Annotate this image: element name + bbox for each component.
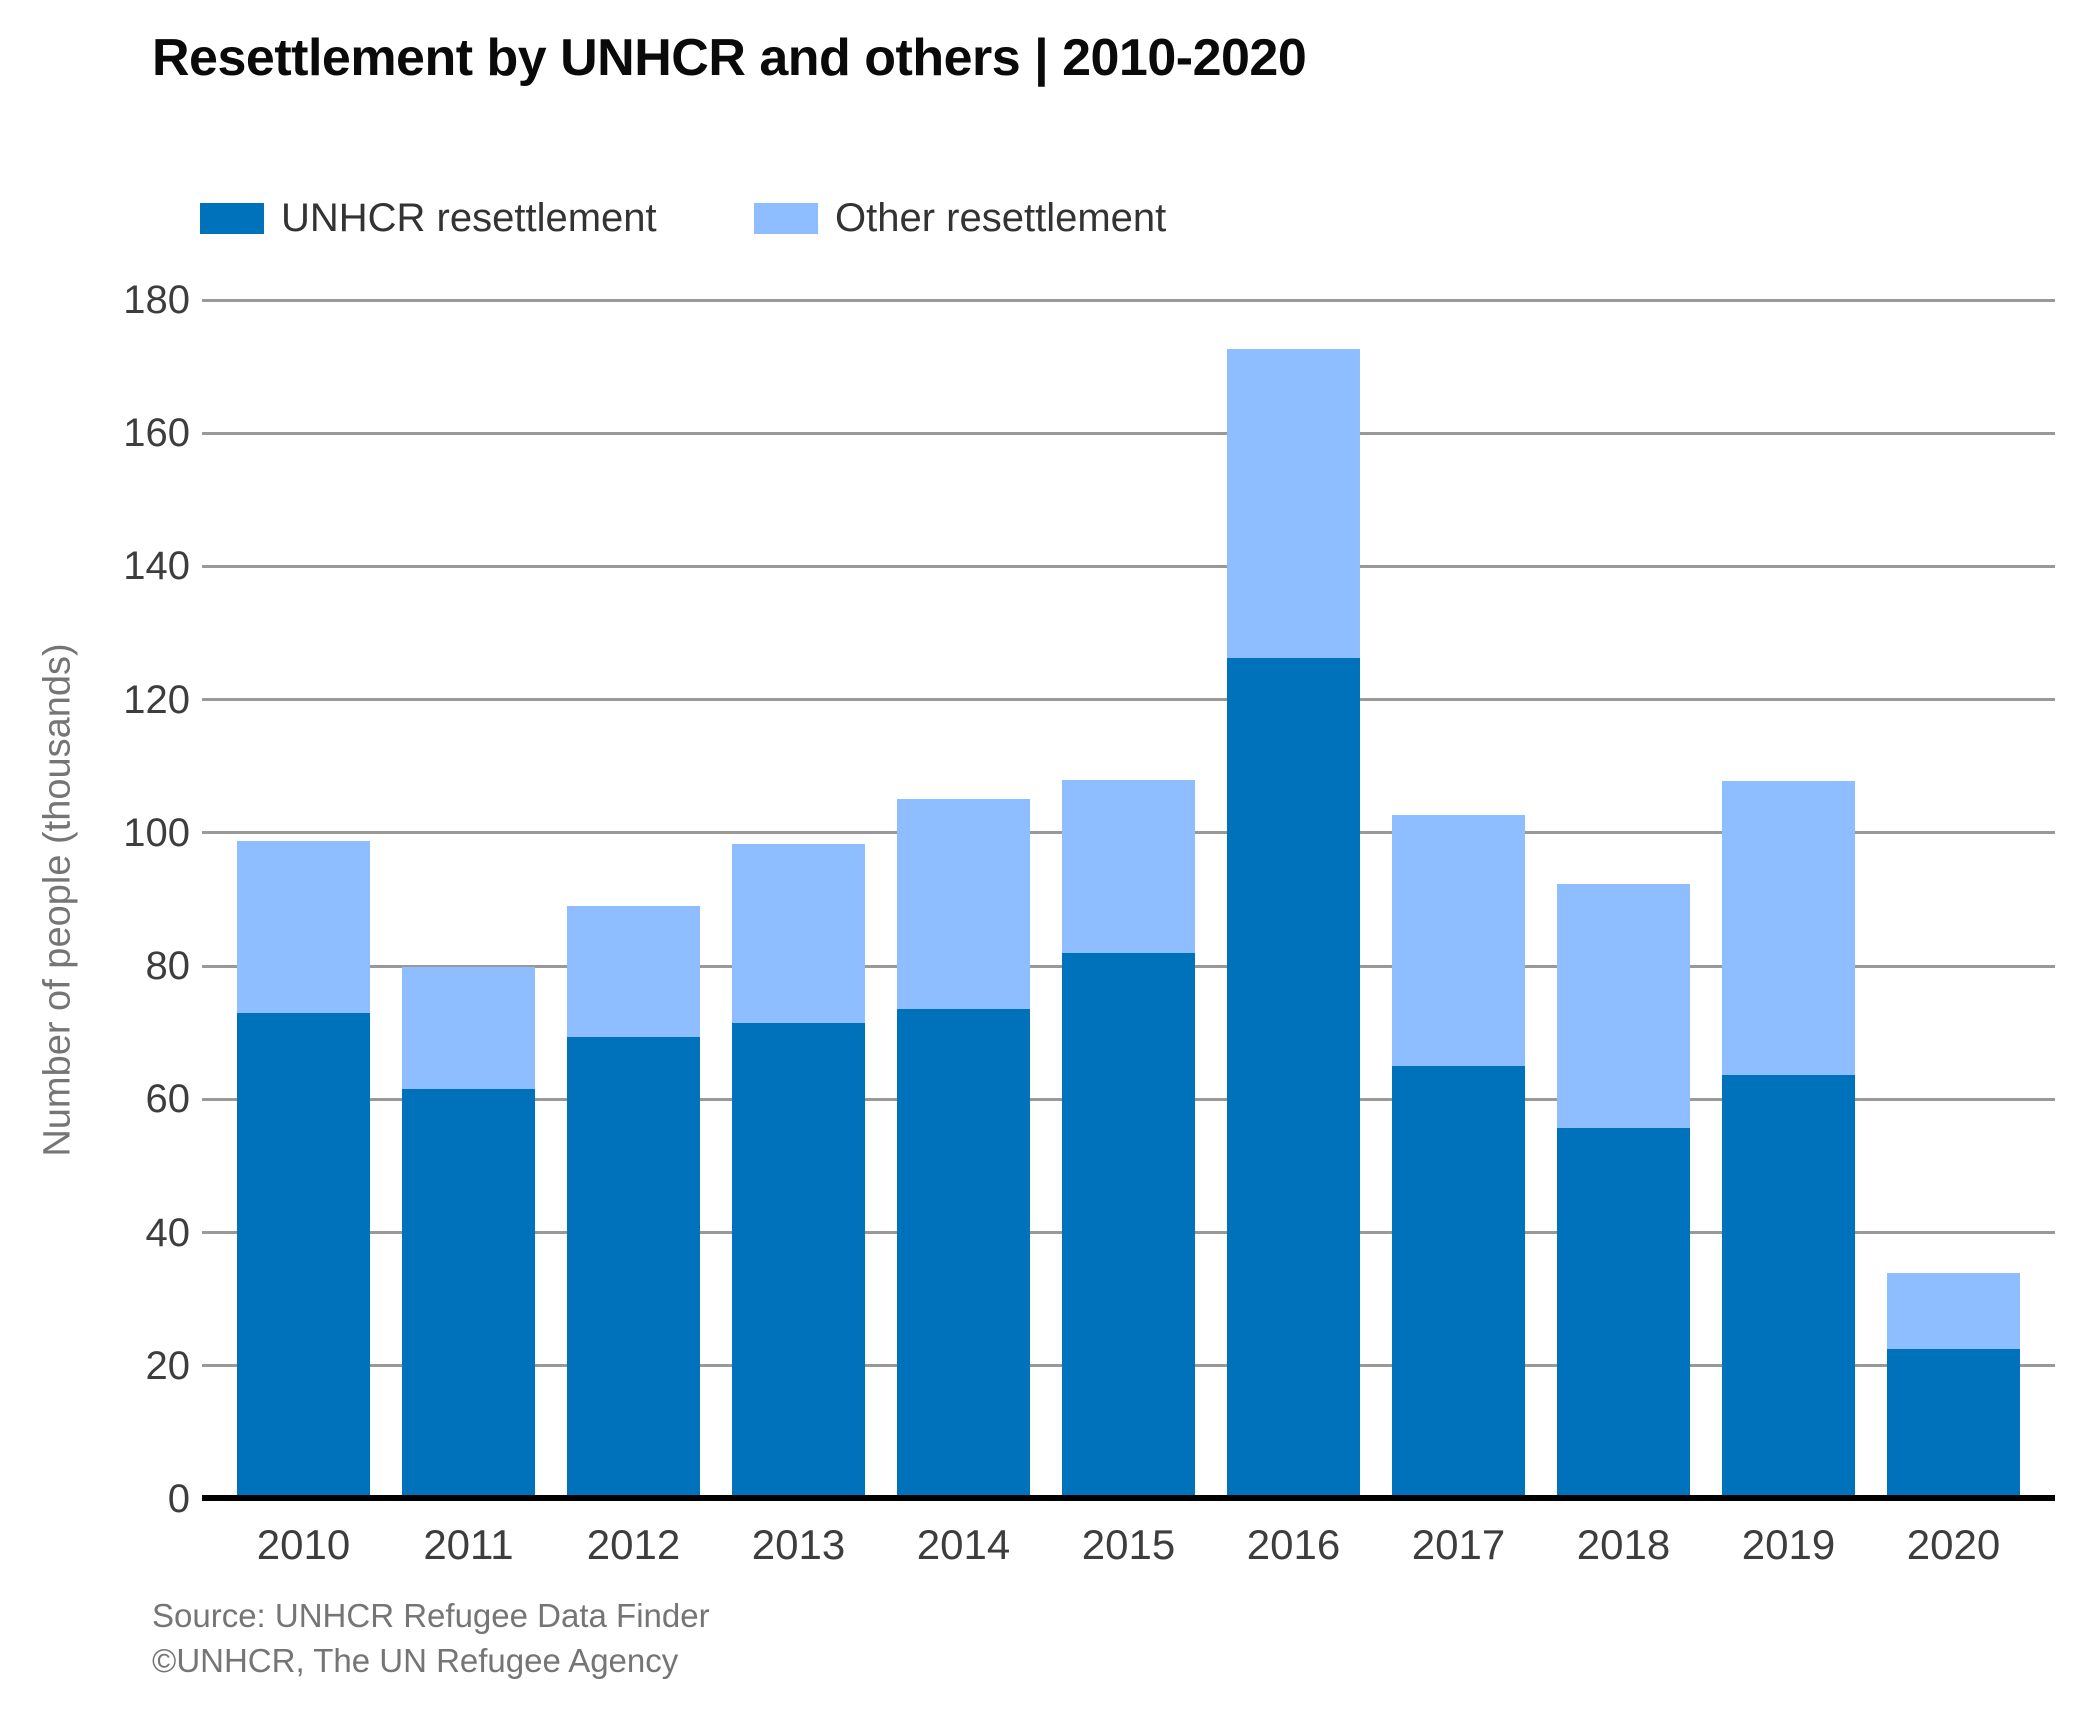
legend-swatch-unhcr-icon xyxy=(200,202,264,234)
bar-2011 xyxy=(402,967,535,1499)
bar-2014 xyxy=(897,798,1030,1499)
bar-2018 xyxy=(1557,883,1690,1499)
y-tick-label-20: 20 xyxy=(145,1343,191,1388)
bar-2017-unhcr-segment xyxy=(1392,1066,1525,1499)
bar-2013 xyxy=(732,843,865,1499)
bar-2017-other-segment xyxy=(1392,814,1525,1067)
x-tick-label-2018: 2018 xyxy=(1576,1521,1671,1568)
bar-2010 xyxy=(237,840,370,1499)
bar-2016 xyxy=(1227,348,1360,1499)
bar-2019-unhcr-segment xyxy=(1722,1074,1855,1499)
bar-2019 xyxy=(1722,780,1855,1499)
legend-label-unhcr: UNHCR resettlement xyxy=(281,195,657,240)
x-tick-label-2017: 2017 xyxy=(1411,1521,1506,1568)
x-tick-label-2011: 2011 xyxy=(423,1521,514,1568)
bar-2017 xyxy=(1392,814,1525,1499)
bar-2015 xyxy=(1062,779,1195,1499)
x-axis-line xyxy=(202,1495,2055,1501)
x-tick-label-2019: 2019 xyxy=(1741,1521,1836,1568)
bar-2015-other-segment xyxy=(1062,779,1195,954)
bar-2013-other-segment xyxy=(732,843,865,1023)
bar-2018-other-segment xyxy=(1557,883,1690,1128)
bar-2018-unhcr-segment xyxy=(1557,1127,1690,1499)
legend-swatch-other-icon xyxy=(754,202,818,234)
x-tick-label-2012: 2012 xyxy=(586,1521,681,1568)
legend-label-other: Other resettlement xyxy=(835,195,1167,240)
gridline-160 xyxy=(202,431,2055,435)
chart-title: Resettlement by UNHCR and others | 2010-… xyxy=(152,29,1307,87)
x-tick-label-2015: 2015 xyxy=(1081,1521,1176,1568)
y-tick-label-120: 120 xyxy=(123,677,190,722)
x-tick-label-2016: 2016 xyxy=(1246,1521,1341,1568)
x-tick-label-2014: 2014 xyxy=(916,1521,1011,1568)
gridline-140 xyxy=(202,564,2055,568)
y-tick-label-100: 100 xyxy=(123,810,190,855)
bar-2020-unhcr-segment xyxy=(1887,1349,2020,1499)
y-tick-label-80: 80 xyxy=(145,944,191,989)
bar-2012 xyxy=(567,906,700,1499)
source-line-2: ©UNHCR, The UN Refugee Agency xyxy=(152,1642,679,1679)
bar-2014-other-segment xyxy=(897,798,1030,1009)
bar-2015-unhcr-segment xyxy=(1062,953,1195,1499)
gridline-120 xyxy=(202,698,2055,702)
bar-2013-unhcr-segment xyxy=(732,1022,865,1499)
x-tick-label-2013: 2013 xyxy=(751,1521,846,1568)
legend-item-unhcr: UNHCR resettlement xyxy=(200,195,657,240)
bar-2010-unhcr-segment xyxy=(237,1012,370,1499)
y-tick-label-140: 140 xyxy=(123,544,190,589)
bar-2011-other-segment xyxy=(402,967,535,1089)
y-tick-label-60: 60 xyxy=(145,1077,191,1122)
legend-item-other: Other resettlement xyxy=(754,195,1167,240)
bar-2020 xyxy=(1887,1273,2020,1499)
source-line-1: Source: UNHCR Refugee Data Finder xyxy=(152,1597,710,1634)
source-note: Source: UNHCR Refugee Data Finder ©UNHCR… xyxy=(152,1593,710,1683)
bar-2014-unhcr-segment xyxy=(897,1008,1030,1499)
bar-2011-unhcr-segment xyxy=(402,1088,535,1499)
bar-2019-other-segment xyxy=(1722,780,1855,1075)
y-tick-label-40: 40 xyxy=(145,1210,191,1255)
bar-2016-unhcr-segment xyxy=(1227,657,1360,1499)
y-tick-label-160: 160 xyxy=(123,411,190,456)
x-tick-label-2020: 2020 xyxy=(1906,1521,2001,1568)
y-tick-label-180: 180 xyxy=(123,278,190,322)
gridline-180 xyxy=(202,298,2055,302)
y-tick-label-0: 0 xyxy=(167,1477,190,1521)
x-tick-label-2010: 2010 xyxy=(256,1521,351,1568)
bar-2010-other-segment xyxy=(237,840,370,1013)
plot-area xyxy=(202,298,2055,1501)
bar-2012-unhcr-segment xyxy=(567,1037,700,1499)
bar-2020-other-segment xyxy=(1887,1273,2020,1350)
bar-2012-other-segment xyxy=(567,906,700,1038)
bar-2016-other-segment xyxy=(1227,348,1360,658)
